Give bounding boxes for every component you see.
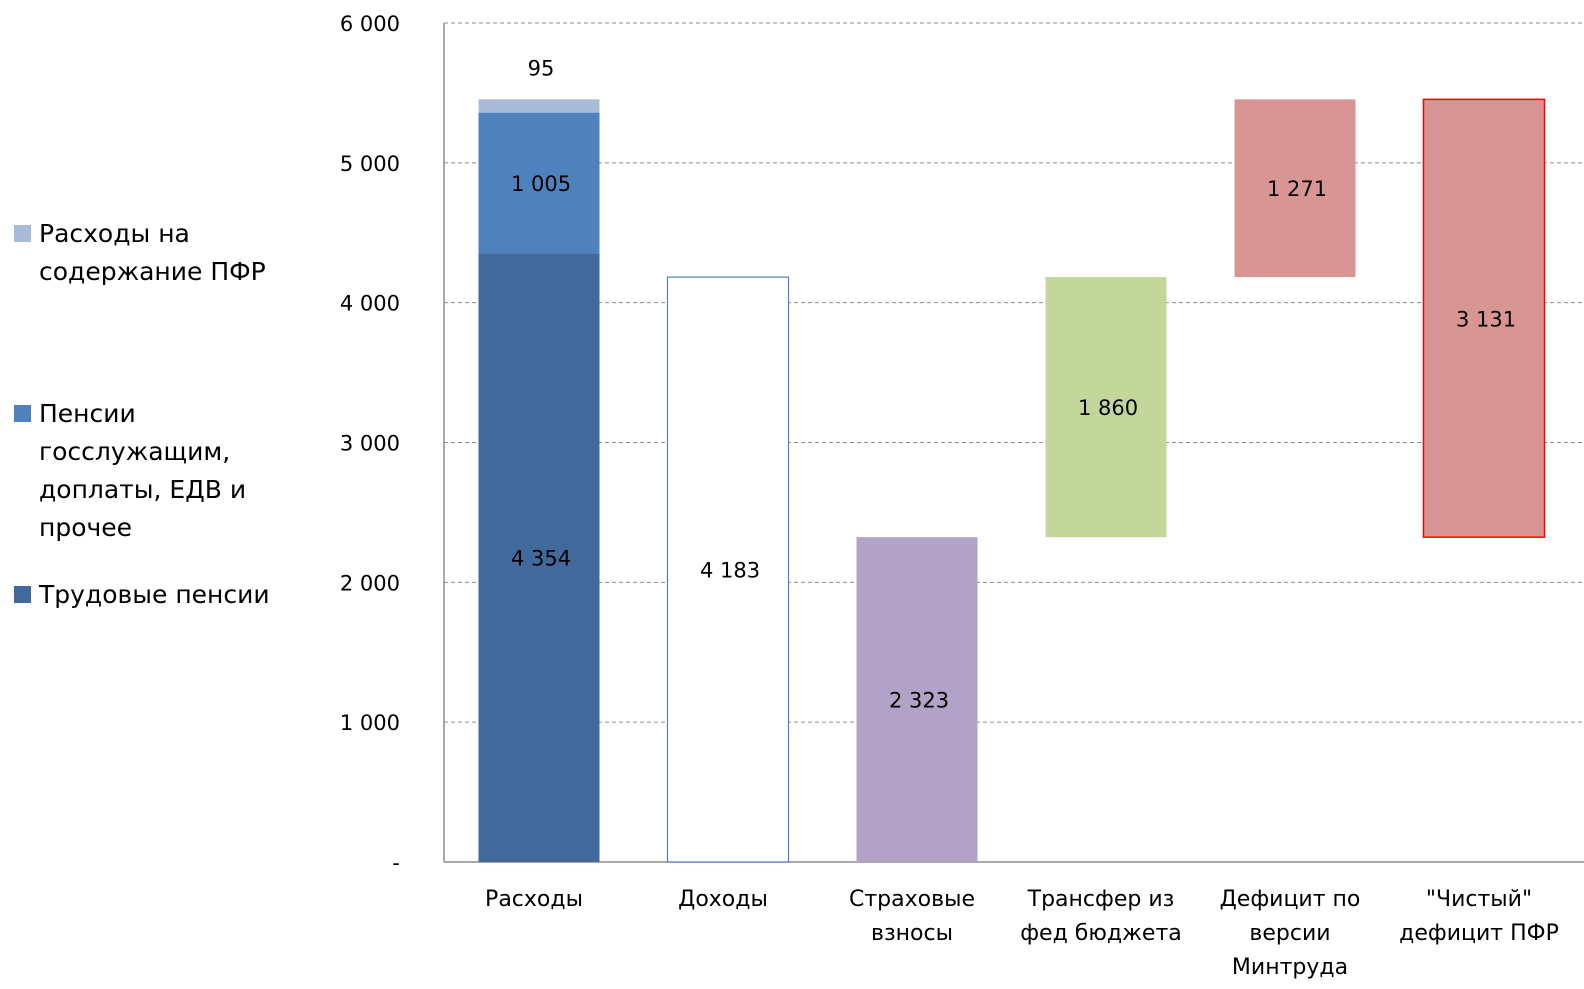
legend-label-line: Расходы на (39, 219, 190, 248)
bar (478, 99, 600, 113)
y-tick-label: - (392, 851, 400, 875)
data-label: 2 323 (889, 689, 949, 713)
bar (1045, 277, 1167, 538)
x-tick-label: взносы (871, 921, 953, 946)
data-label: 4 354 (511, 547, 571, 571)
bar (1234, 99, 1356, 278)
y-tick-label: 5 000 (340, 152, 400, 176)
legend-label: Пенсии госслужащим, доплаты, ЕДВ и прочее (39, 395, 289, 547)
chart-legend: Расходы на содержание ПФР Пенсии госслужащи… (14, 0, 314, 989)
y-tick-label: 4 000 (340, 292, 400, 316)
data-label: 3 131 (1456, 307, 1516, 331)
legend-label-line: доплаты, ЕДВ и (39, 475, 247, 504)
x-tick-label: Дефицит по (1220, 887, 1361, 912)
data-label: 1 005 (511, 172, 571, 196)
legend-item: Трудовые пенсии (14, 576, 289, 614)
legend-swatch (14, 405, 31, 422)
x-tick-label: "Чистый" (1426, 887, 1532, 912)
legend-label: Трудовые пенсии (39, 576, 289, 614)
x-tick-label: версии (1249, 921, 1330, 946)
y-tick-label: 3 000 (340, 432, 400, 456)
y-tick-label: 1 000 (340, 711, 400, 735)
data-label: 4 183 (700, 559, 760, 583)
bar (478, 253, 600, 863)
legend-label-line: госслужащим, (39, 437, 231, 466)
bar (856, 537, 978, 862)
legend-label-line: Трудовые пенсии (39, 580, 270, 609)
y-tick-label: 2 000 (340, 571, 400, 595)
legend-swatch (14, 586, 31, 603)
x-tick-label: фед бюджета (1020, 921, 1182, 946)
bar (1422, 98, 1546, 538)
legend-label-line: прочее (39, 513, 133, 542)
x-tick-label: Расходы (485, 887, 583, 912)
data-label: 1 271 (1267, 177, 1327, 201)
x-tick-label: Страховые (849, 887, 975, 912)
bar (478, 112, 600, 254)
legend-label-line: Пенсии (39, 399, 136, 428)
bar (666, 276, 790, 863)
x-tick-label: Трансфер из (1027, 887, 1175, 912)
data-label: 1 860 (1078, 396, 1138, 420)
x-tick-label: Минтруда (1232, 955, 1348, 980)
legend-swatch (14, 225, 31, 242)
x-tick-label: дефицит ПФР (1399, 921, 1559, 946)
legend-label: Расходы на содержание ПФР (39, 215, 289, 291)
legend-item: Расходы на содержание ПФР (14, 215, 289, 291)
legend-item: Пенсии госслужащим, доплаты, ЕДВ и прочее (14, 395, 289, 547)
y-tick-label: 6 000 (340, 12, 400, 36)
legend-label-line: содержание ПФР (39, 257, 266, 286)
x-tick-label: Доходы (678, 887, 768, 912)
data-label: 95 (528, 56, 555, 80)
